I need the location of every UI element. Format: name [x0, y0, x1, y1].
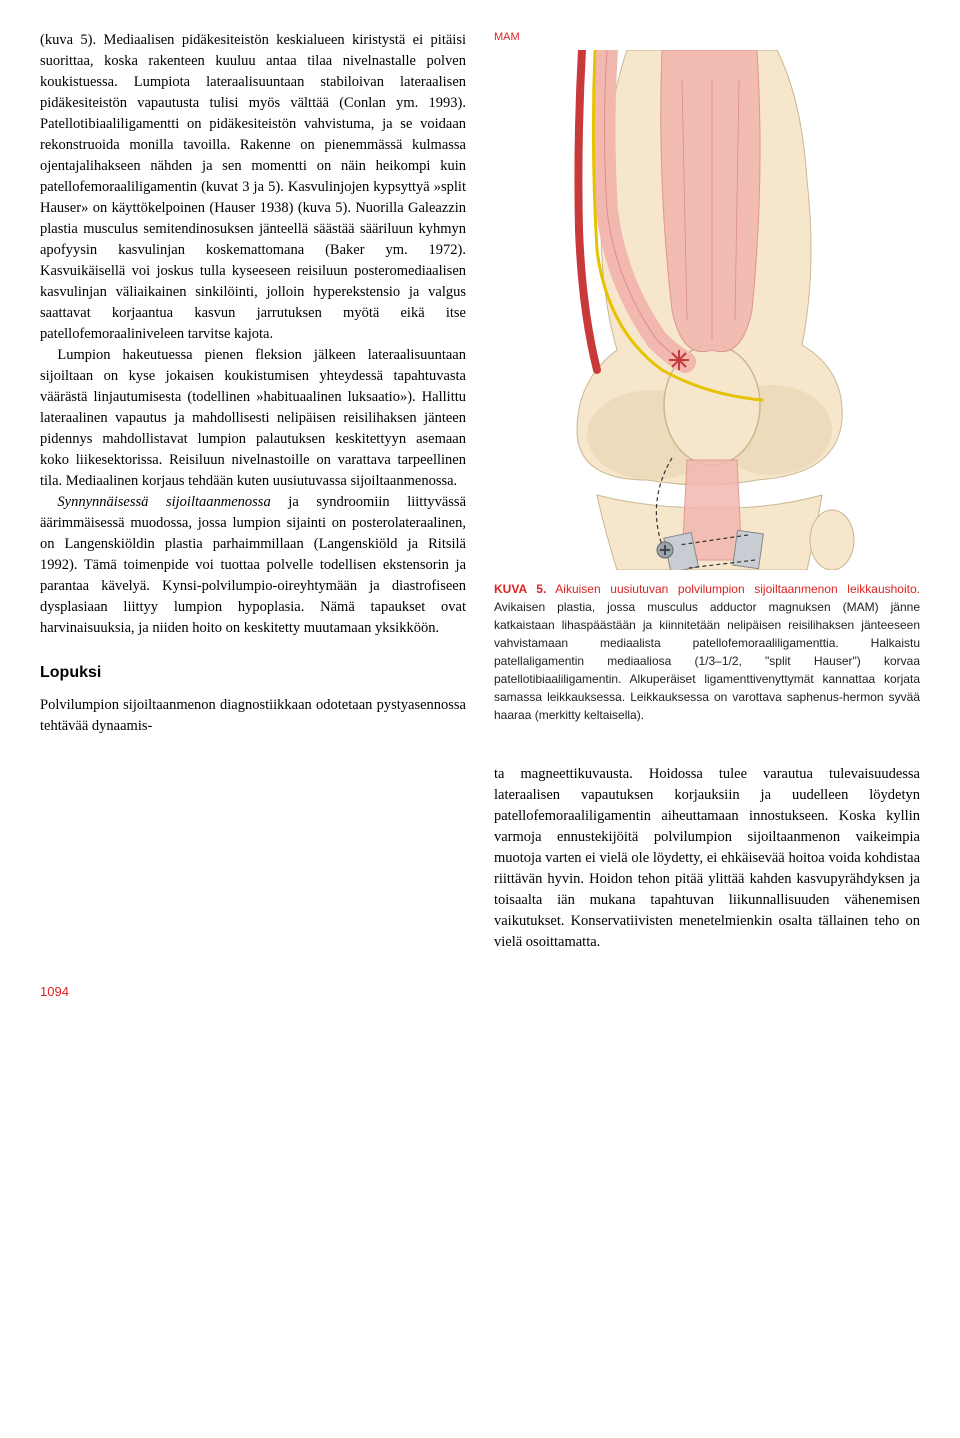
figure-5: MAM — [494, 30, 920, 724]
figure-caption: KUVA 5. Aikuisen uusiutuvan polvilumpion… — [494, 580, 920, 724]
fibula-head — [810, 510, 854, 570]
body-paragraph: Lumpion hakeutuessa pienen fleksion jälk… — [40, 345, 466, 492]
emphasis: Synnynnäisessä sijoiltaanmenossa — [57, 494, 270, 510]
page-columns: (kuva 5). Mediaalisen pidäkesiteistön ke… — [40, 30, 920, 953]
body-paragraph: Synnynnäisessä sijoiltaanmenossa ja synd… — [40, 492, 466, 639]
quadriceps-tendon — [661, 50, 760, 352]
body-paragraph: ta magneettikuvausta. Hoidossa tulee var… — [494, 764, 920, 953]
body-text: ja syndroomiin liittyvässä äärimmäisessä… — [40, 494, 466, 636]
caption-title: Aikuisen uusiutuvan polvilumpion sijoilt… — [546, 582, 920, 596]
caption-body: Avikaisen plastia, jossa musculus adduct… — [494, 600, 920, 722]
knee-anatomy-illustration — [494, 50, 920, 570]
knee-svg — [494, 50, 920, 570]
section-heading: Lopuksi — [40, 661, 466, 684]
caption-lead: KUVA 5. — [494, 582, 546, 596]
body-paragraph: (kuva 5). Mediaalisen pidäkesiteistön ke… — [40, 30, 466, 345]
figure-annotation-label: MAM — [494, 30, 920, 46]
screw-icon — [657, 542, 673, 558]
right-column: MAM — [494, 30, 920, 953]
suture-mark — [669, 350, 689, 370]
page-number: 1094 — [40, 983, 920, 1002]
body-paragraph: Polvilumpion sijoiltaanmenon diagnostiik… — [40, 695, 466, 737]
left-column: (kuva 5). Mediaalisen pidäkesiteistön ke… — [40, 30, 466, 953]
